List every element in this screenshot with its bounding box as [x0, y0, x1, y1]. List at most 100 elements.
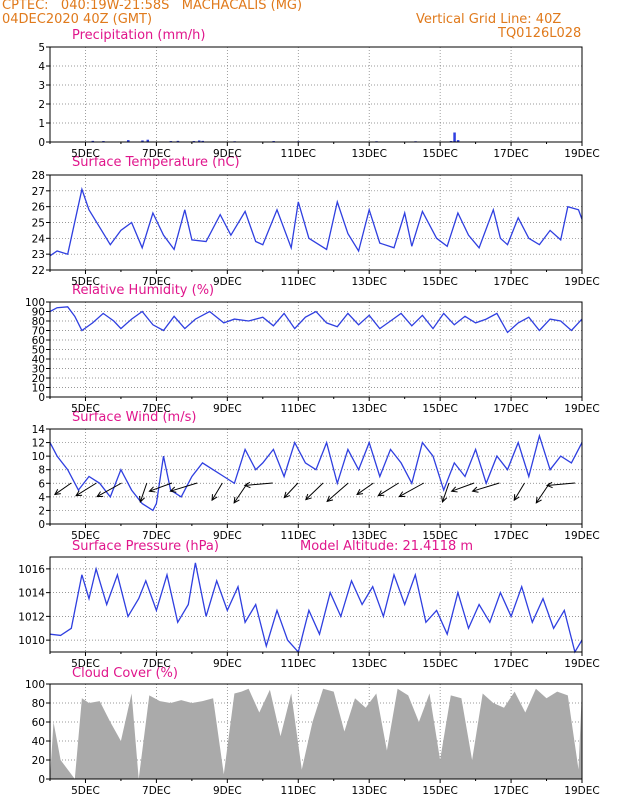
precip-ytick-label: 1: [38, 118, 45, 130]
precip-ytick-label: 4: [38, 61, 45, 73]
cloud-panel: 0 20 40 60 80 100 5DEC 7DEC 9DEC 11DEC 13DEC 15DEC 1…: [25, 679, 600, 797]
wind-arrow-head: [535, 496, 542, 504]
wind-xtick-label: 7DEC: [142, 530, 171, 542]
humidity-ytick-label: 100: [25, 297, 45, 309]
pressure-title: Surface Pressure (hPa): [72, 539, 219, 554]
temperature-ytick-label: 28: [32, 170, 45, 182]
wind-arrow-head: [471, 486, 479, 493]
temperature-ytick-label: 25: [32, 218, 45, 230]
cloud-xtick-label: 7DEC: [142, 785, 171, 797]
temperature-xtick-label: 5DEC: [71, 276, 100, 288]
model-altitude-annotation: Model Altitude: 21.4118 m: [300, 539, 474, 554]
humidity-ytick-label: 90: [32, 307, 45, 319]
wind-xtick-label: 9DEC: [213, 530, 242, 542]
temperature-ytick-label: 23: [32, 249, 45, 261]
wind-ytick-label: 8: [38, 465, 45, 477]
pressure-xtick-label: 11DEC: [281, 658, 316, 670]
cloud-title: Cloud Cover (%): [72, 666, 178, 681]
wind-ytick-label: 2: [38, 505, 45, 517]
humidity-xtick-label: 5DEC: [71, 403, 100, 415]
pressure-ytick-label: 1010: [18, 635, 45, 647]
pressure-xtick-label: 13DEC: [351, 658, 386, 670]
humidity-ytick-label: 30: [32, 364, 45, 376]
precip-bar: [141, 140, 144, 142]
temperature-xtick-label: 7DEC: [142, 276, 171, 288]
wind-arrow-head: [211, 494, 218, 502]
wind-arrow-head: [243, 481, 251, 489]
pressure-xtick-label: 7DEC: [142, 658, 171, 670]
wind-arrow: [54, 482, 72, 495]
precip-xtick-label: 9DEC: [213, 148, 242, 160]
wind-ytick-label: 0: [38, 519, 45, 531]
precip-bar: [127, 140, 130, 142]
wind-arrow: [472, 482, 500, 492]
pressure-xtick-label: 9DEC: [213, 658, 242, 670]
precip-xtick-label: 7DEC: [142, 148, 171, 160]
pressure-ytick-label: 1014: [18, 588, 45, 600]
wind-arrow: [326, 482, 349, 502]
wind-ytick-label: 4: [38, 492, 45, 504]
wind-arrow: [513, 482, 525, 501]
precip-title: Precipitation (mm/h): [72, 28, 206, 43]
humidity-ytick-label: 70: [32, 326, 45, 338]
pressure-frame: [49, 556, 583, 653]
precip-bar: [201, 140, 205, 142]
humidity-ytick-label: 50: [32, 345, 45, 357]
wind-xtick-label: 17DEC: [493, 530, 528, 542]
precip-frame: [49, 46, 583, 143]
precip-panel: 0 1 2 3 4 5 5DEC 7DEC 9DEC 11DEC 13DEC 15DEC 17DEC 19…: [38, 42, 599, 160]
wind-arrow: [283, 482, 299, 498]
wind-arrow-head: [283, 491, 291, 499]
wind-arrow-head: [53, 488, 61, 496]
humidity-ytick-label: 10: [32, 383, 45, 395]
temperature-xtick-label: 19DEC: [564, 276, 599, 288]
wind-ytick-label: 6: [38, 478, 45, 490]
temperature-panel: 22 23 24 25 26 27 28 5DEC 7DEC 9DEC 11DEC 13DEC 15DE…: [32, 170, 600, 288]
humidity-frame: [49, 301, 583, 398]
temperature-xtick-label: 17DEC: [493, 276, 528, 288]
wind-title: Surface Wind (m/s): [72, 410, 197, 425]
wind-arrow-head: [450, 486, 458, 493]
wind-arrow-head: [398, 491, 406, 498]
humidity-xtick-label: 17DEC: [493, 403, 528, 415]
cloud-ytick-label: 40: [32, 736, 45, 748]
precip-bar: [197, 140, 201, 142]
cloud-xtick-label: 9DEC: [213, 785, 242, 797]
pressure-xtick-label: 17DEC: [493, 658, 528, 670]
wind-arrow: [139, 482, 148, 503]
temperature-xtick-label: 13DEC: [351, 276, 386, 288]
cloud-xtick-label: 17DEC: [493, 785, 528, 797]
precip-xtick-label: 13DEC: [351, 148, 386, 160]
temperature-ytick-label: 26: [32, 202, 46, 214]
wind-xtick-label: 13DEC: [351, 530, 386, 542]
cloud-ytick-label: 0: [38, 774, 45, 786]
precip-xtick-label: 19DEC: [564, 148, 599, 160]
pressure-xtick-label: 19DEC: [564, 658, 599, 670]
precip-bar: [176, 140, 180, 142]
cloud-frame: [49, 683, 583, 780]
temperature-frame: [49, 174, 583, 271]
wind-arrow: [535, 482, 551, 504]
cloud-ytick-label: 80: [32, 698, 45, 710]
humidity-ytick-label: 20: [32, 373, 45, 385]
precip-ytick-label: 0: [38, 137, 45, 149]
pressure-ytick-label: 1016: [18, 564, 45, 576]
precip-xtick-label: 15DEC: [422, 148, 457, 160]
humidity-ytick-label: 60: [32, 335, 45, 347]
precip-bar: [91, 140, 95, 142]
cloud-area: [50, 688, 582, 779]
wind-arrow-head: [169, 486, 177, 493]
wind-arrow: [356, 482, 374, 495]
wind-arrow: [75, 482, 97, 497]
precip-xtick-label: 11DEC: [281, 148, 316, 160]
wind-panel: 0 24 68 1012 14 5DEC 7DEC 9DEC 11DEC 13DEC 15DEC 17…: [32, 424, 600, 542]
humidity-title: Relative Humidity (%): [72, 283, 215, 298]
header-location: CPTEC: 040:19W-21:58S MACHACALIS (MG): [2, 0, 303, 13]
wind-arrow-head: [233, 496, 240, 504]
precip-bar: [453, 132, 456, 142]
temperature-title: Surface Temperature (nC): [72, 155, 240, 170]
pressure-series-line: [49, 562, 583, 654]
wind-arrow-head: [513, 494, 520, 502]
humidity-series-line: [49, 306, 583, 334]
